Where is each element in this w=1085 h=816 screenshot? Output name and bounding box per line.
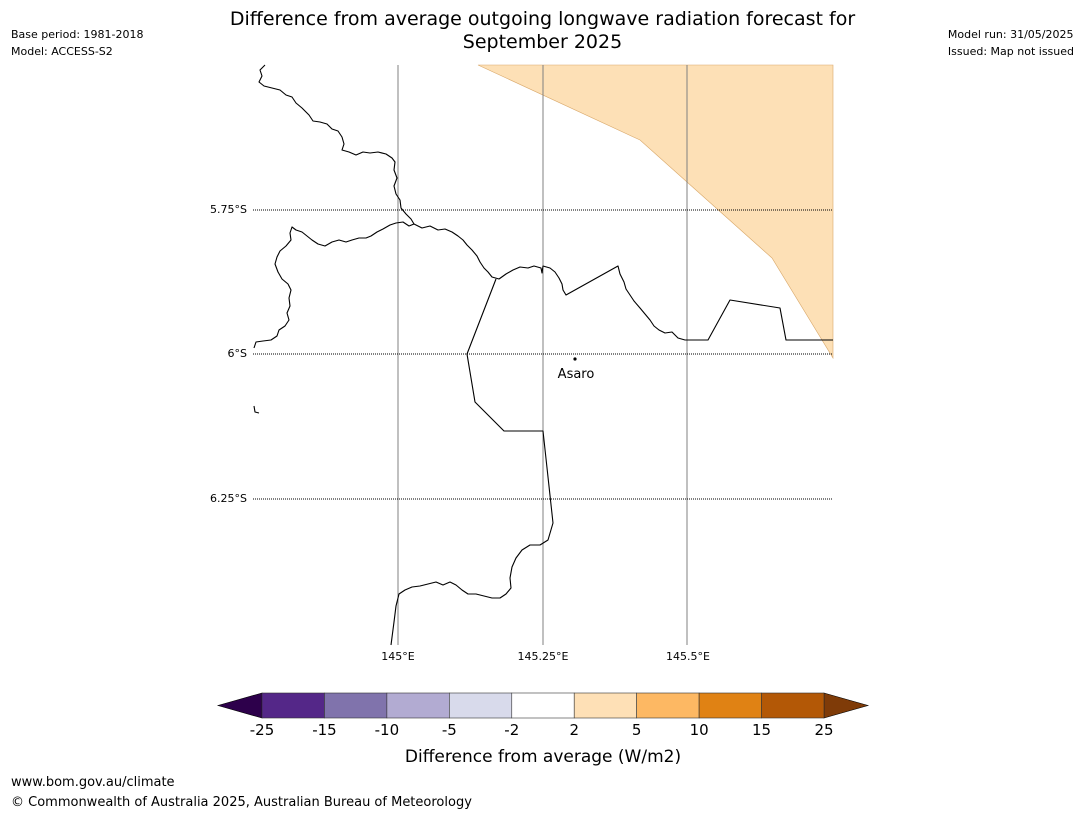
colorbar-ticks: -25 -15 -10 -5 -2 2 5 10 15 25 — [250, 721, 834, 739]
colorbar-tick-label: -10 — [375, 721, 400, 739]
colorbar-bin — [386, 692, 450, 719]
colorbar-bin — [761, 692, 825, 719]
colorbar: -25 -15 -10 -5 -2 2 5 10 15 25 Difference from av… — [216, 692, 870, 767]
lat-label-6: 6°S — [228, 347, 247, 360]
colorbar-tick-label: 25 — [814, 721, 833, 739]
shaded-region — [477, 64, 834, 360]
boundary-south — [390, 278, 554, 646]
model-run-text: Model run: 31/05/2025 — [947, 28, 1074, 41]
lon-label-145-5: 145.5°E — [666, 650, 710, 663]
meta-left: Base period: 1981-2018 Model: ACCESS-S2 — [11, 26, 143, 60]
colorbar-bin — [636, 692, 700, 719]
colorbar-tick-label: -25 — [250, 721, 275, 739]
lon-label-145: 145°E — [381, 650, 414, 663]
footer-copyright: © Commonwealth of Australia 2025, Austra… — [11, 795, 472, 810]
colorbar-bin — [261, 692, 325, 719]
colorbar-tick-label: -5 — [442, 721, 457, 739]
boundary-fragment-west — [253, 405, 260, 414]
footer-url: www.bom.gov.au/climate — [11, 775, 175, 790]
colorbar-bin — [449, 692, 513, 719]
lat-label-6-25: 6.25°S — [210, 492, 247, 505]
lat-label-5-75: 5.75°S — [210, 203, 247, 216]
colorbar-tick-label: 15 — [752, 721, 771, 739]
colorbar-tick-label: -15 — [312, 721, 337, 739]
boundary-mid — [413, 223, 833, 341]
colorbar-under-arrow — [216, 692, 263, 719]
base-period-text: Base period: 1981-2018 — [11, 28, 144, 41]
map-title: Difference from average outgoing longwav… — [0, 8, 1085, 54]
colorbar-bins — [261, 692, 825, 719]
colorbar-tick-label: 10 — [690, 721, 709, 739]
colorbar-tick-label: 5 — [632, 721, 642, 739]
map-panel: Asaro 5.75°S 6°S 6.25°S 145°E 145.25°E 1… — [210, 64, 834, 663]
colorbar-bin — [698, 692, 762, 719]
boundary-north — [253, 64, 415, 349]
colorbar-bin — [511, 692, 575, 719]
title-line-2: September 2025 — [462, 31, 623, 53]
colorbar-over-arrow — [823, 692, 870, 719]
meta-right: Model run: 31/05/2025 Issued: Map not is… — [948, 26, 1074, 60]
colorbar-tick-label: -2 — [504, 721, 519, 739]
lon-label-145-25: 145.25°E — [518, 650, 569, 663]
place-marker-dot — [573, 357, 577, 361]
colorbar-title: Difference from average (W/m2) — [405, 747, 681, 767]
colorbar-bin — [324, 692, 388, 719]
colorbar-tick-label: 2 — [569, 721, 579, 739]
place-label: Asaro — [558, 367, 595, 382]
issued-text: Issued: Map not issued — [947, 45, 1074, 58]
title-line-1: Difference from average outgoing longwav… — [229, 8, 856, 30]
model-text: Model: ACCESS-S2 — [11, 45, 113, 58]
colorbar-bin — [573, 692, 637, 719]
province-boundaries — [253, 64, 833, 646]
